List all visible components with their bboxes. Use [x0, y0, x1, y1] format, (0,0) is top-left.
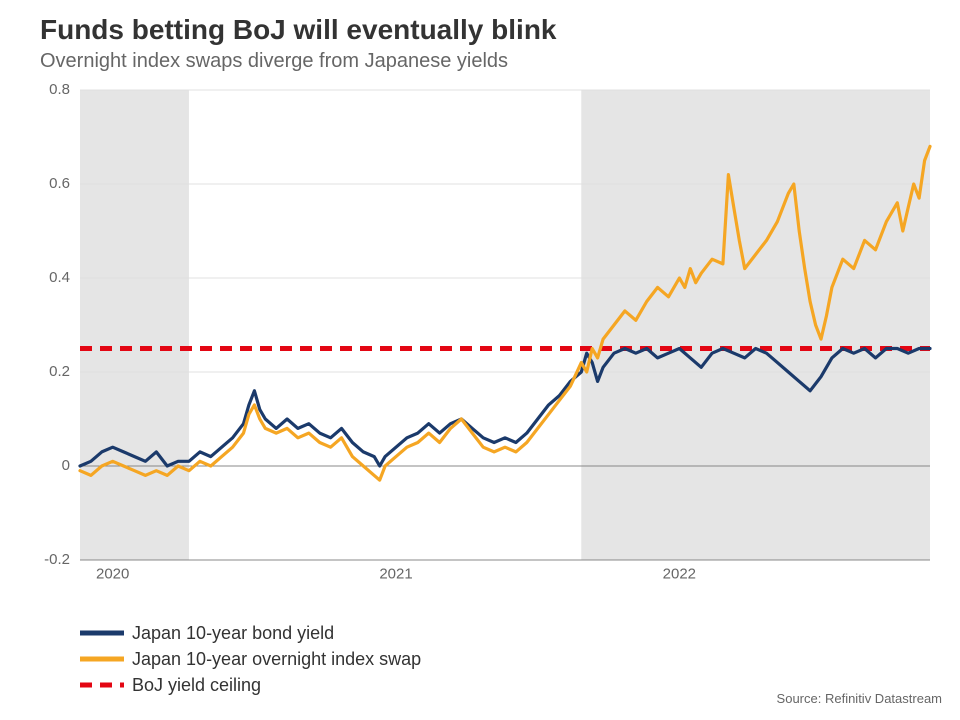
- y-tick-label: 0: [62, 457, 70, 474]
- legend: Japan 10-year bond yield Japan 10-year ov…: [80, 620, 421, 698]
- x-tick-label: 2021: [379, 565, 412, 582]
- y-tick-label: -0.2: [44, 551, 70, 568]
- chart-subtitle: Overnight index swaps diverge from Japan…: [40, 50, 508, 73]
- legend-item: Japan 10-year bond yield: [80, 620, 421, 646]
- legend-swatch: [80, 623, 124, 643]
- plot-area: -0.200.20.40.60.8202020212022: [80, 90, 930, 590]
- y-tick-label: 0.8: [49, 81, 70, 98]
- y-tick-label: 0.4: [49, 269, 70, 286]
- y-tick-label: 0.2: [49, 363, 70, 380]
- legend-swatch: [80, 675, 124, 695]
- chart-container: Funds betting BoJ will eventually blink …: [0, 0, 960, 720]
- legend-item: BoJ yield ceiling: [80, 672, 421, 698]
- y-tick-label: 0.6: [49, 175, 70, 192]
- x-tick-label: 2020: [96, 565, 129, 582]
- source-attribution: Source: Refinitiv Datastream: [777, 691, 942, 706]
- legend-label: BoJ yield ceiling: [132, 675, 261, 696]
- legend-item: Japan 10-year overnight index swap: [80, 646, 421, 672]
- legend-label: Japan 10-year overnight index swap: [132, 649, 421, 670]
- legend-swatch: [80, 649, 124, 669]
- x-tick-label: 2022: [663, 565, 696, 582]
- legend-label: Japan 10-year bond yield: [132, 623, 334, 644]
- shaded-region: [581, 90, 930, 560]
- plot-svg: -0.200.20.40.60.8202020212022: [80, 90, 930, 590]
- chart-title: Funds betting BoJ will eventually blink: [40, 14, 557, 46]
- shaded-region: [80, 90, 189, 560]
